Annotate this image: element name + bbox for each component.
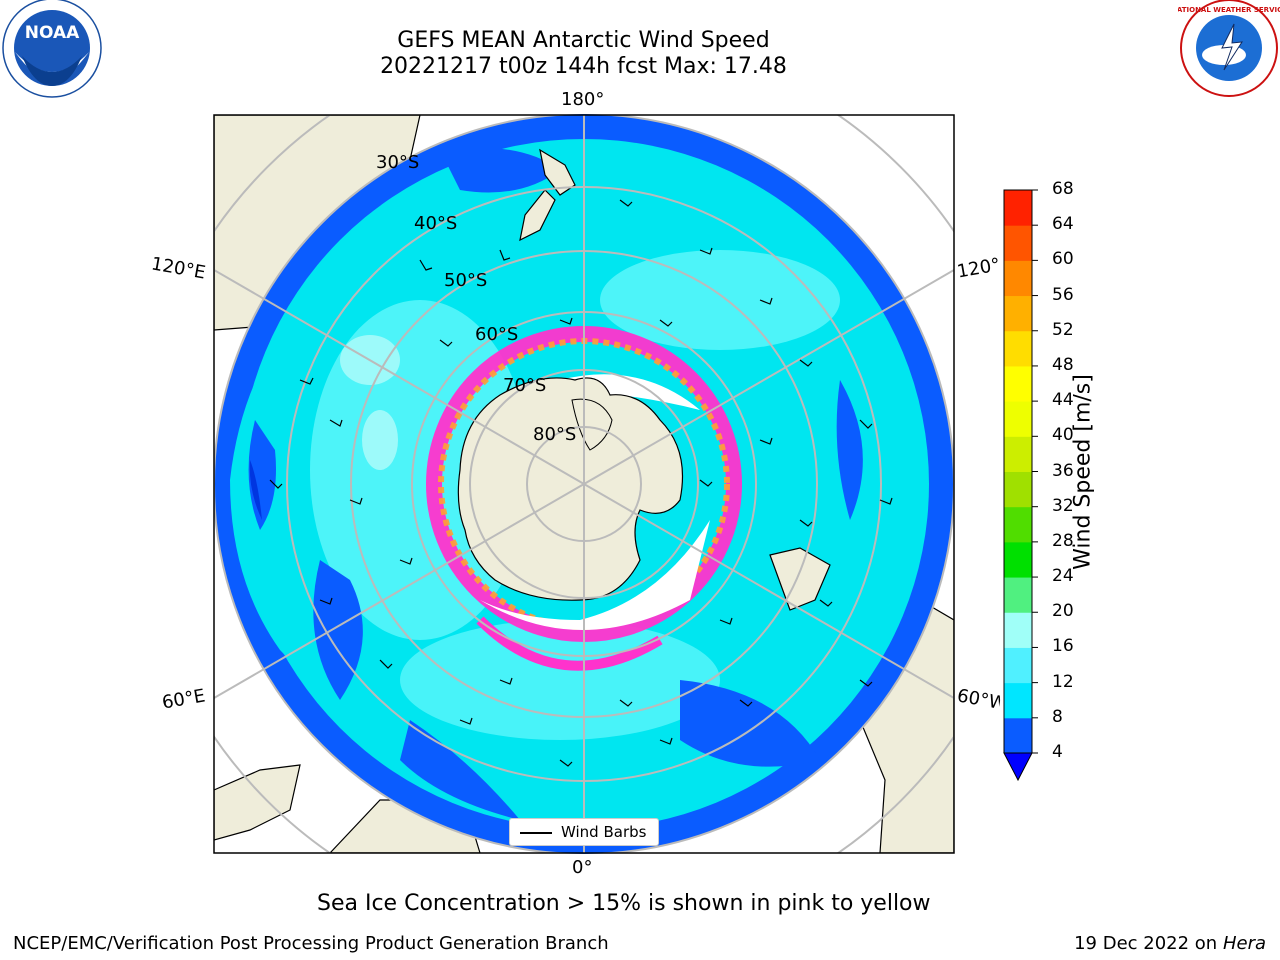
nws-logo: NATIONAL WEATHER SERVICE	[1178, 0, 1280, 97]
colorbar-segment	[1004, 506, 1032, 543]
chart-title: GEFS MEAN Antarctic Wind Speed	[397, 28, 770, 53]
colorbar-tick-label: 12	[1052, 671, 1074, 692]
colorbar-tick-label: 60	[1052, 249, 1074, 270]
noaa-logo-text: NOAA	[25, 23, 80, 43]
colorbar-label: Wind Speed [m/s]	[1070, 374, 1096, 570]
legend-label: Wind Barbs	[561, 823, 647, 841]
colorbar-tick-label: 20	[1052, 601, 1074, 622]
colorbar-tick-label: 56	[1052, 284, 1074, 305]
map-frame	[213, 114, 955, 854]
label-0: 0°	[572, 857, 593, 878]
noaa-logo: NOAA	[2, 0, 102, 98]
nws-logo-text: NATIONAL WEATHER SERVICE	[1178, 6, 1280, 14]
footer-date: 19 Dec 2022 on Hera	[1074, 933, 1266, 954]
label-70s: 70°S	[503, 375, 547, 396]
label-180: 180°	[561, 89, 605, 110]
colorbar-tick-label: 64	[1052, 214, 1074, 235]
footer-credit: NCEP/EMC/Verification Post Processing Pr…	[13, 933, 609, 954]
colorbar-segment	[1004, 401, 1032, 437]
colorbar-tick-label: 8	[1052, 706, 1063, 727]
colorbar-tick-label: 40	[1052, 425, 1074, 446]
colorbar-tick-label: 52	[1052, 319, 1074, 340]
colorbar-tick-label: 4	[1052, 742, 1063, 762]
colorbar-segment	[1004, 260, 1032, 297]
label-50s: 50°S	[444, 270, 488, 291]
colorbar	[1003, 189, 1038, 782]
colorbar-segment	[1004, 436, 1032, 472]
colorbar-extend-arrow	[1003, 752, 1033, 782]
chart-subtitle: 20221217 t00z 144h fcst Max: 17.48	[380, 54, 787, 79]
colorbar-segment	[1004, 295, 1032, 332]
label-30s: 30°S	[376, 152, 420, 173]
colorbar-segment	[1004, 717, 1032, 754]
legend: Wind Barbs	[509, 818, 659, 846]
label-60s: 60°S	[475, 324, 519, 345]
label-40s: 40°S	[414, 213, 458, 234]
colorbar-segment	[1004, 330, 1032, 367]
colorbar-segment	[1004, 541, 1032, 578]
colorbar-tick-label: 28	[1052, 530, 1074, 551]
footer-host: Hera	[1222, 933, 1266, 954]
colorbar-tick-label: 32	[1052, 495, 1074, 516]
colorbar-tick-label: 48	[1052, 354, 1074, 375]
colorbar-tick-label: 44	[1052, 390, 1074, 411]
colorbar-segment	[1004, 225, 1032, 261]
wind-barbs	[269, 199, 893, 767]
colorbar-segment	[1004, 365, 1032, 402]
colorbar-segment	[1004, 682, 1032, 719]
colorbar-tick-label: 16	[1052, 636, 1074, 657]
legend-line-symbol	[520, 832, 552, 834]
colorbar-segment	[1004, 471, 1032, 508]
colorbar-tick-label: 24	[1052, 566, 1074, 587]
colorbar-segment	[1004, 647, 1032, 684]
sea-ice-caption: Sea Ice Concentration > 15% is shown in …	[317, 891, 931, 916]
colorbar-segment	[1004, 612, 1032, 648]
footer-date-text: 19 Dec 2022 on	[1074, 933, 1218, 954]
colorbar-segment	[1004, 577, 1032, 613]
colorbar-tick-label: 36	[1052, 460, 1074, 481]
graticule	[214, 115, 954, 853]
label-80s: 80°S	[533, 424, 577, 445]
colorbar-tick-label: 68	[1052, 179, 1074, 199]
colorbar-segment	[1004, 190, 1032, 226]
